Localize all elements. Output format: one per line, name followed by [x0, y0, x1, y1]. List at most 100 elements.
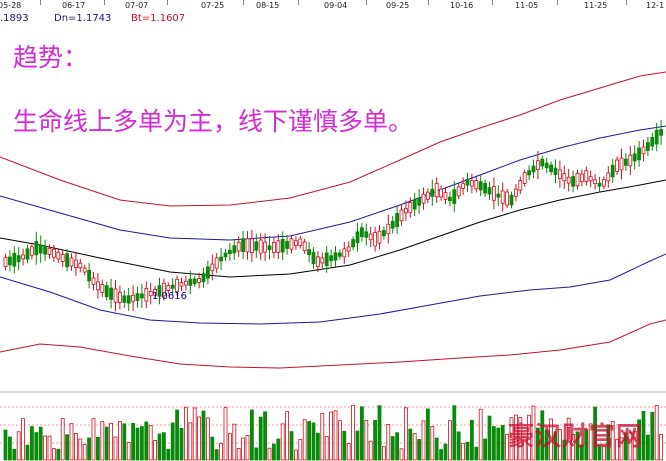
candle-down [412, 199, 417, 210]
candle-down [337, 252, 342, 257]
candle-up [236, 241, 241, 252]
candle-down [104, 285, 109, 298]
candle-up [373, 232, 378, 247]
candle-down [430, 188, 435, 197]
volume-bar-up [21, 418, 26, 461]
legend-dn-value: Dn=1.1743 [54, 13, 112, 24]
candle-down [487, 187, 492, 195]
candle-down [654, 129, 659, 145]
candle-up [47, 248, 52, 255]
volume-bar-up [403, 407, 408, 461]
volume-bar-up [505, 433, 510, 461]
axis-date-label: 12-1 [646, 1, 665, 10]
candle-up [500, 190, 505, 204]
volume-bar-down [210, 436, 215, 461]
volume-bar-up [566, 417, 571, 461]
volume-bar-up [16, 431, 21, 461]
volume-bar-down [249, 409, 254, 461]
candle-up [78, 262, 83, 269]
volume-bar-down [483, 438, 488, 461]
candle-up [491, 186, 496, 201]
volume-bar-up [148, 425, 153, 461]
volume-bar-down [166, 448, 171, 461]
volume-bar-up [329, 411, 334, 461]
candle-up [342, 248, 347, 258]
volume-bar-up [654, 405, 659, 461]
volume-bar-up [293, 449, 298, 461]
candle-up [628, 154, 633, 167]
candle-down [311, 252, 316, 264]
candle-up [52, 248, 56, 258]
volume-bar-down [170, 422, 175, 461]
volume-bar-up [241, 437, 246, 461]
volume-bar-down [500, 424, 505, 461]
candle-down [483, 182, 488, 194]
candle-up [69, 257, 74, 267]
candle-down [157, 285, 162, 297]
candle-down [201, 273, 206, 283]
volume-bar-up [74, 433, 78, 461]
candle-up [289, 238, 294, 250]
candle-up [29, 246, 34, 256]
candle-down [87, 269, 91, 282]
trend-heading: 趋势： [13, 43, 89, 72]
volume-bar-up [447, 420, 452, 461]
volume-bar-up [82, 444, 87, 461]
volume-bar-down [637, 419, 641, 461]
candle-down [126, 295, 131, 304]
volume-bar-up [588, 423, 593, 461]
candle-down [329, 255, 334, 261]
volume-bar-down [276, 438, 281, 461]
candle-down [135, 293, 140, 301]
volume-bar-up [461, 443, 466, 461]
candle-up [100, 284, 105, 293]
candle-up [443, 192, 448, 200]
volume-bar-down [65, 434, 69, 461]
volume-bar-up [109, 422, 113, 461]
volume-bar-up [381, 446, 386, 461]
candle-up [302, 241, 307, 251]
candle-up [183, 280, 188, 286]
volume-bar-down [417, 439, 422, 461]
volume-bar-down [359, 406, 364, 461]
volume-bar-up [280, 423, 285, 461]
candle-down [624, 158, 628, 166]
volume-bar-up [113, 436, 118, 461]
candle-down [333, 252, 338, 261]
volume-bar-up [615, 438, 619, 461]
candle-up [619, 157, 624, 171]
candle-up [469, 180, 474, 187]
volume-bar-down [87, 437, 91, 461]
candle-down [571, 176, 575, 187]
volume-bar-up [602, 446, 606, 461]
axis-tick [298, 0, 299, 5]
volume-bar-down [29, 426, 34, 461]
candle-up [575, 172, 580, 187]
candle-up [434, 183, 439, 198]
axis-date-label: 09-25 [386, 1, 410, 10]
volume-bar-up [267, 447, 272, 461]
candle-down [12, 253, 17, 267]
volume-bar-up [346, 443, 351, 461]
volume-bar-up [659, 434, 663, 461]
volume-bar-up [571, 434, 575, 461]
candle-up [584, 170, 589, 182]
candle-down [395, 213, 400, 227]
candle-up [96, 281, 100, 291]
candle-up [425, 191, 430, 200]
volume-bar-down [439, 449, 444, 461]
candle-up [91, 277, 96, 285]
axis-tick [243, 0, 244, 5]
candle-up [148, 290, 153, 297]
candle-up [60, 254, 65, 262]
volume-bar-down [496, 427, 501, 461]
volume-bar-down [624, 432, 628, 461]
candle-up [536, 160, 540, 170]
candle-down [646, 142, 650, 151]
volume-bar-down [157, 433, 162, 461]
candle-up [21, 254, 26, 260]
volume-bar-down [201, 410, 206, 461]
candle-up [263, 241, 268, 253]
candle-down [34, 241, 39, 256]
